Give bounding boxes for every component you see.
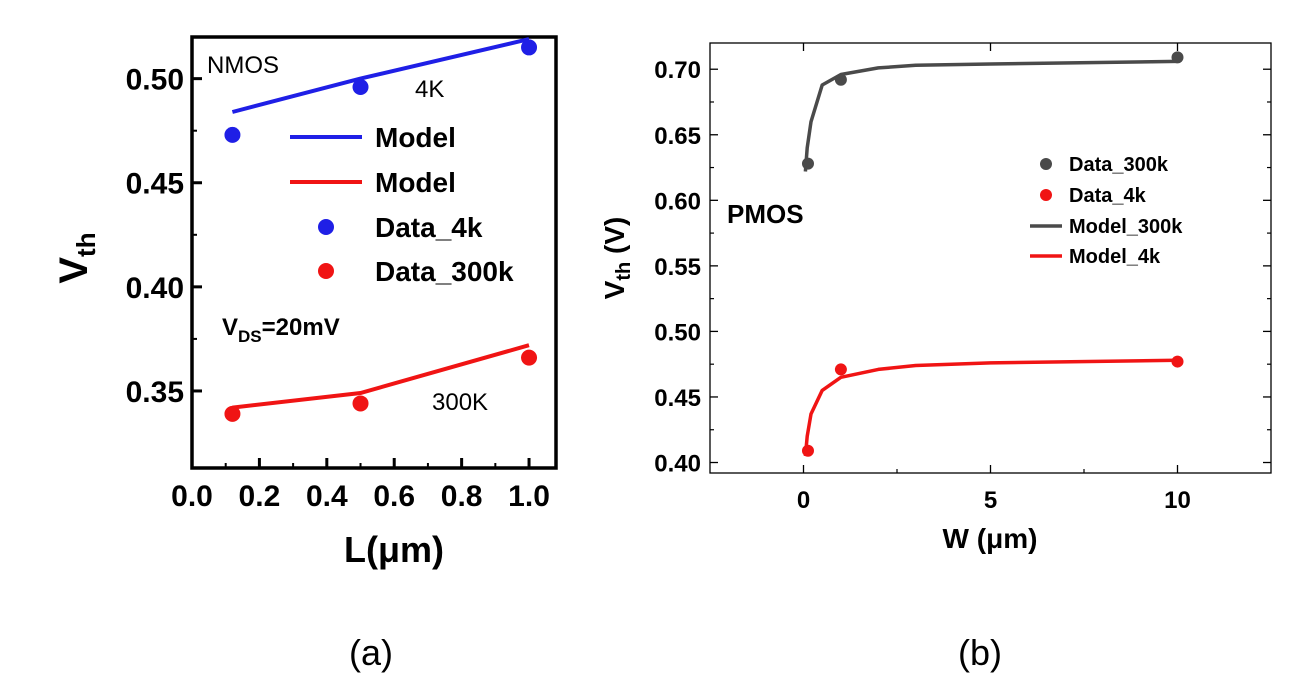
legend-label-a: Model	[375, 167, 456, 198]
data-point-b	[834, 73, 847, 86]
x-tick-label-a: 0.6	[373, 480, 415, 513]
y-tick-label-b: 0.65	[654, 123, 701, 150]
x-tick-label-b: 5	[984, 487, 997, 514]
device-label-b: PMOS	[727, 199, 804, 229]
x-tick-label-b: 10	[1164, 487, 1191, 514]
x-tick-label-a: 0.0	[171, 480, 213, 513]
data-point-b	[1171, 355, 1184, 368]
caption-b: (b)	[958, 632, 1002, 673]
temp-label-4k-a: 4K	[415, 76, 444, 103]
series-line-b	[803, 358, 1178, 457]
legend-label-b: Model_300k	[1069, 216, 1183, 238]
data-point-a	[224, 405, 241, 422]
x-axis-label-a: L(μm)	[344, 529, 444, 570]
plot-frame-b	[709, 42, 1272, 474]
data-point-b	[801, 157, 814, 170]
y-tick-label-a: 0.40	[126, 272, 184, 305]
legend-label-a: Data_4k	[375, 212, 483, 243]
data-point-a	[521, 349, 538, 366]
y-tick-label-b: 0.50	[654, 319, 701, 346]
legend-label-b: Model_4k	[1069, 246, 1161, 268]
y-tick-label-a: 0.45	[126, 168, 184, 201]
x-tick-label-a: 0.8	[441, 480, 483, 513]
y-axis-label-a: Vth	[52, 232, 101, 283]
y-axis-label-sub-b: th	[613, 262, 635, 281]
temp-label-300k-a: 300K	[432, 389, 488, 416]
bias-rest-a: =20mV	[262, 314, 340, 341]
data-point-a	[352, 395, 369, 412]
y-axis-label-sub-a: th	[71, 232, 101, 257]
data-point-b	[834, 363, 847, 376]
x-tick-label-a: 0.2	[239, 480, 281, 513]
y-axis-label-main-b: V	[599, 280, 630, 299]
y-tick-label-b: 0.55	[654, 254, 701, 281]
y-tick-label-b: 0.70	[654, 57, 701, 84]
chart-panel-a: 0.0 0.2 0.4 0.6 0.8 1.0 0.35 0.40 0.45 0.50 L(μm) V…	[52, 35, 558, 570]
y-tick-label-b: 0.40	[654, 451, 701, 478]
bias-main-a: V	[222, 314, 238, 341]
data-point-b	[801, 444, 814, 457]
series-line-a	[231, 37, 530, 114]
y-tick-label-a: 0.35	[126, 376, 184, 409]
chart-panel-b: 0 5 10 0.40 0.45 0.50 0.55 0.60 0.65 0.70 W (μm) Vt…	[599, 42, 1272, 554]
data-point-b	[1171, 51, 1184, 64]
data-point-a	[521, 39, 538, 56]
bias-label-a: VDS=20mV	[222, 314, 340, 346]
y-tick-label-a: 0.50	[126, 64, 184, 97]
y-tick-label-b: 0.45	[654, 385, 701, 412]
y-axis-label-rest-b: (V)	[599, 217, 630, 262]
bias-sub-a: DS	[238, 327, 262, 346]
legend-label-b: Data_4k	[1069, 185, 1147, 207]
device-label-a: NMOS	[207, 52, 279, 79]
legend-swatch-point-a	[318, 219, 334, 235]
legend-swatch-point-b	[1040, 189, 1052, 201]
x-tick-label-a: 1.0	[508, 480, 550, 513]
plot-frame-a	[190, 35, 558, 470]
data-point-a	[224, 126, 241, 143]
y-axis-label-b: Vth (V)	[599, 217, 635, 300]
caption-a: (a)	[349, 632, 393, 673]
legend-swatch-point-b	[1040, 158, 1052, 170]
data-point-a	[352, 78, 369, 95]
y-tick-label-b: 0.60	[654, 188, 701, 215]
legend-label-a: Data_300k	[375, 256, 514, 287]
x-tick-label-b: 0	[797, 487, 810, 514]
x-tick-label-a: 0.4	[306, 480, 348, 513]
x-axis-label-b: W (μm)	[943, 523, 1038, 554]
y-axis-label-main-a: V	[52, 257, 96, 284]
series-line-a	[232, 343, 530, 410]
legend-label-a: Model	[375, 122, 456, 153]
legend-label-b: Data_300k	[1069, 154, 1169, 176]
legend-swatch-point-a	[318, 263, 334, 279]
